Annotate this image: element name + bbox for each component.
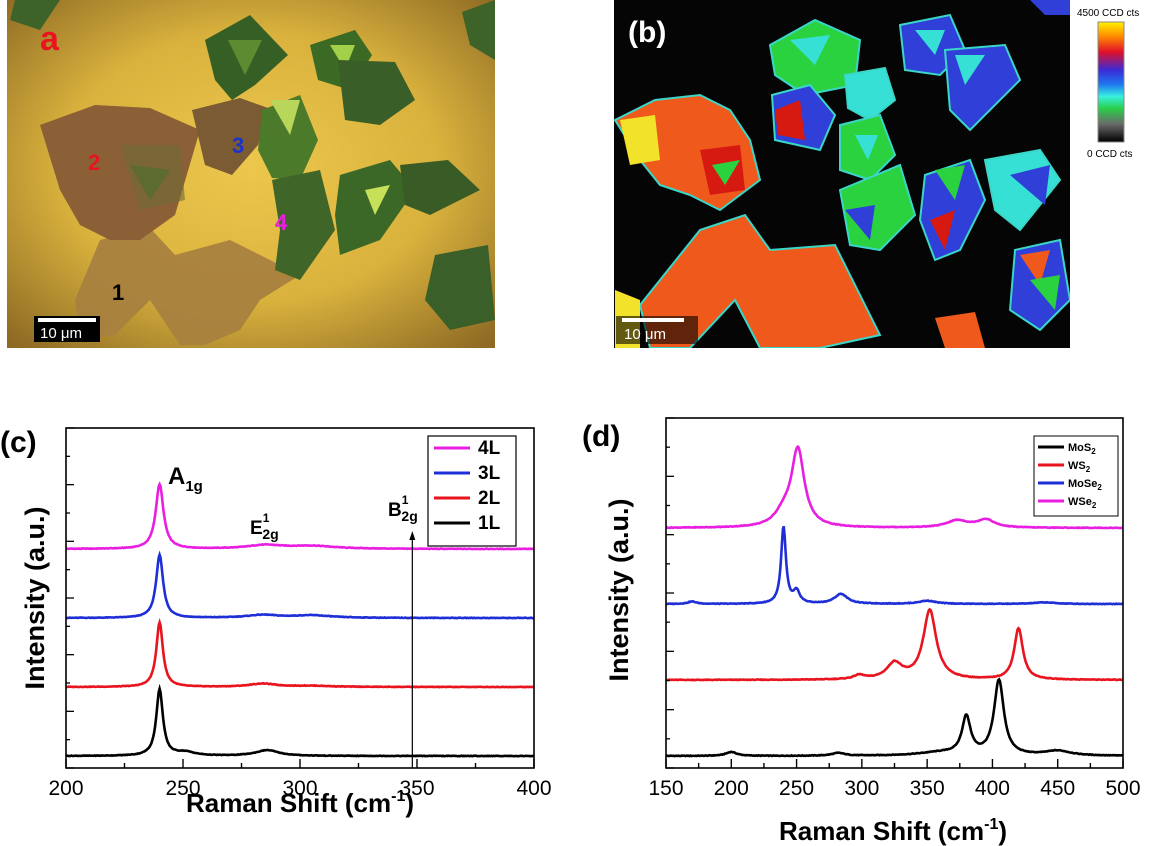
peak-annotation: A1g: [168, 463, 203, 495]
x-tick-label: 300: [282, 777, 317, 800]
x-tick-label: 150: [648, 777, 683, 800]
colorbar-bottom-label: 0 CCD cts: [1087, 149, 1133, 160]
series-line-1l: [66, 683, 534, 758]
chart-c-xlabel: Raman Shift (cm-1): [186, 788, 414, 818]
series-line-2l: [66, 618, 534, 689]
series-line-ws2: [666, 607, 1123, 682]
b2g-marker-arrow: [409, 531, 416, 540]
layer-label-3: 3: [232, 133, 244, 158]
peak-annotation: B1 2g: [388, 493, 418, 524]
colorbar-top-label: 4500 CCD cts: [1077, 8, 1139, 19]
x-tick-label: 350: [399, 777, 434, 800]
x-tick-label: 200: [48, 777, 83, 800]
series-line-4l: [66, 481, 534, 551]
scalebar-b: [622, 318, 684, 322]
layer-label-2: 2: [88, 150, 100, 175]
legend-label: WSe2: [1068, 496, 1097, 510]
peak-annotation: E1 2g: [250, 511, 279, 542]
layer-label-4: 4: [275, 210, 288, 235]
panel-b-label: (b): [628, 16, 666, 49]
chart-d-xlabel: Raman Shift (cm-1): [779, 816, 1007, 846]
chart-d-ylabel: Intensity (a.u.): [604, 498, 634, 681]
legend-label: MoSe2: [1068, 478, 1102, 492]
x-tick-label: 450: [1040, 777, 1075, 800]
series-line-mos2: [666, 677, 1123, 758]
x-tick-label: 250: [165, 777, 200, 800]
legend-label: 1L: [478, 513, 501, 534]
series-line-3l: [66, 550, 534, 620]
legend-label: 3L: [478, 463, 501, 484]
scalebar-a: [38, 318, 96, 322]
colorbar: [1097, 21, 1125, 143]
x-tick-label: 350: [910, 777, 945, 800]
x-tick-label: 400: [516, 777, 551, 800]
x-tick-label: 500: [1105, 777, 1140, 800]
scalebar-b-label: 10 μm: [624, 326, 666, 343]
chart-c-ylabel: Intensity (a.u.): [20, 506, 50, 689]
chart-c-legend: 4L 3L 2L 1L: [427, 435, 517, 547]
scalebar-a-label: 10 μm: [40, 325, 82, 342]
legend-label: 4L: [478, 438, 501, 459]
chart-d: Intensity (a.u.) Raman Shift (cm-1) 150 2…: [604, 417, 1141, 846]
x-tick-label: 250: [779, 777, 814, 800]
legend-label: WS2: [1068, 460, 1091, 474]
legend-box: [1033, 435, 1119, 517]
legend-box: [427, 435, 517, 547]
panel-c-label: (c): [0, 426, 37, 459]
series-line-mose2: [666, 525, 1123, 606]
legend-label: MoS2: [1068, 442, 1096, 456]
panel-a-label: a: [40, 20, 60, 58]
legend-label: 2L: [478, 488, 501, 509]
panel-a-micrograph: a 1 2 3 4 10 μm: [7, 0, 495, 348]
panel-d-label: (d): [582, 420, 620, 453]
chart-d-legend: MoS2 WS2 MoSe2 WSe2: [1033, 435, 1119, 517]
x-tick-label: 400: [975, 777, 1010, 800]
x-tick-label: 300: [844, 777, 879, 800]
panel-b-raman-map: (b) 10 μm: [614, 0, 1070, 348]
chart-c: Intensity (a.u.) Raman Shift (cm-1) 200 2…: [20, 427, 552, 818]
layer-label-1: 1: [112, 280, 124, 305]
x-tick-label: 200: [714, 777, 749, 800]
series-line-wse2: [666, 444, 1123, 530]
